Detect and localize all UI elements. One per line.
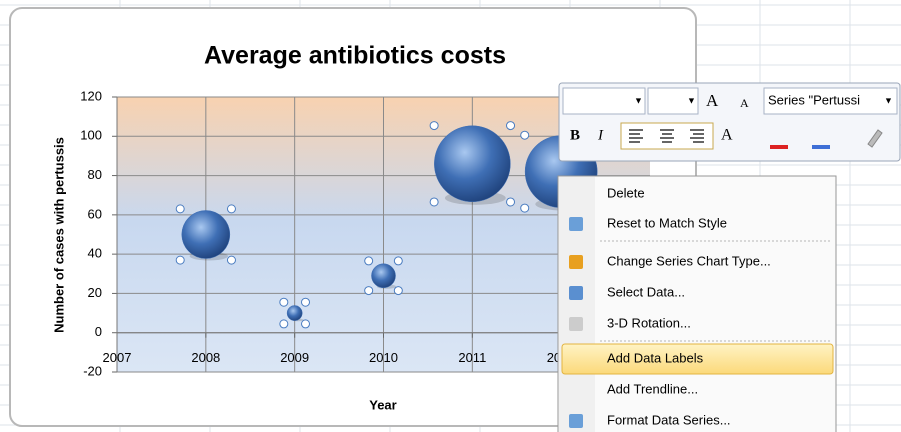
selection-handle bbox=[506, 197, 516, 207]
grow-font[interactable]: A bbox=[706, 91, 719, 110]
menu-item[interactable]: Delete bbox=[607, 185, 645, 200]
menu-icon bbox=[569, 317, 583, 331]
align-group bbox=[620, 122, 714, 150]
menu-icon bbox=[569, 286, 583, 300]
menu-icon bbox=[569, 217, 583, 231]
menu-bg bbox=[557, 175, 837, 432]
y-tick-label: 120 bbox=[80, 88, 102, 103]
y-tick-label: 40 bbox=[88, 246, 102, 261]
italic-button[interactable]: I bbox=[597, 127, 604, 143]
menu-highlight bbox=[561, 343, 834, 375]
bubble[interactable] bbox=[181, 210, 231, 259]
y-tick-label: 100 bbox=[80, 128, 102, 143]
selection-handle bbox=[301, 319, 311, 329]
line-color-swatch[interactable] bbox=[812, 145, 830, 149]
selection-handle bbox=[279, 319, 289, 329]
selection-handle bbox=[393, 256, 403, 266]
menu-item[interactable]: Add Trendline... bbox=[607, 381, 698, 396]
dropdown-arrow: ▼ bbox=[884, 95, 893, 105]
bubble[interactable] bbox=[286, 305, 303, 321]
x-axis-label: Year bbox=[369, 397, 396, 412]
series-selector[interactable] bbox=[763, 87, 898, 115]
selection-handle bbox=[301, 297, 311, 307]
selection-handle bbox=[520, 203, 530, 213]
selection-handle bbox=[175, 204, 185, 214]
fill-color-swatch[interactable] bbox=[770, 145, 788, 149]
x-tick-label: 2011 bbox=[458, 350, 486, 365]
selection-handle bbox=[429, 121, 439, 131]
menu-item[interactable]: Change Series Chart Type... bbox=[607, 253, 771, 268]
menu-item[interactable]: Reset to Match Style bbox=[607, 215, 727, 230]
menu-icon bbox=[569, 414, 583, 428]
bubble[interactable] bbox=[371, 263, 396, 289]
size-box[interactable] bbox=[647, 87, 699, 115]
selection-handle bbox=[429, 197, 439, 207]
menu-item[interactable]: Add Data Labels bbox=[607, 350, 704, 365]
bold-button[interactable]: B bbox=[570, 127, 580, 143]
bubble[interactable] bbox=[434, 125, 511, 203]
dropdown-arrow: ▼ bbox=[634, 95, 643, 105]
x-tick-label: 2009 bbox=[280, 350, 309, 365]
dropdown-arrow: ▼ bbox=[687, 95, 696, 105]
y-tick-label: 20 bbox=[88, 285, 102, 300]
y-axis-label: Number of cases with pertussis bbox=[51, 137, 66, 333]
font-color-button[interactable]: A bbox=[721, 127, 733, 144]
selection-handle bbox=[175, 255, 185, 265]
selection-handle bbox=[226, 204, 236, 214]
selection-handle bbox=[393, 286, 403, 296]
menu-item[interactable]: Select Data... bbox=[607, 284, 685, 299]
menu-icon-column bbox=[559, 177, 595, 432]
mini-toolbar: ▼ ▼ A A Series "Pertussi ▼ B I A bbox=[558, 82, 901, 162]
chart-title: Average antibiotics costs bbox=[204, 42, 506, 70]
series-selector-text: Series "Pertussi bbox=[768, 92, 860, 107]
menu-item[interactable]: Format Data Series... bbox=[607, 412, 731, 427]
y-tick-label: 0 bbox=[95, 324, 102, 339]
x-tick-label: 2008 bbox=[191, 350, 220, 365]
selection-handle bbox=[364, 256, 374, 266]
y-tick-label: 80 bbox=[88, 167, 102, 182]
selection-handle bbox=[364, 286, 374, 296]
selection-handle bbox=[506, 121, 516, 131]
y-tick-label: 60 bbox=[88, 206, 102, 221]
x-tick-label: 2010 bbox=[369, 350, 398, 365]
selection-handle bbox=[520, 130, 530, 140]
format-painter[interactable] bbox=[867, 129, 883, 148]
y-tick-label: -20 bbox=[83, 363, 102, 378]
font-box[interactable] bbox=[562, 87, 646, 115]
context-menu: Delete Reset to Match Style Change Series … bbox=[557, 175, 837, 432]
menu-item: 3-D Rotation... bbox=[607, 315, 691, 330]
menu-icon bbox=[569, 255, 583, 269]
shrink-font[interactable]: A bbox=[740, 96, 749, 110]
align-icons[interactable] bbox=[629, 129, 704, 143]
selection-handle bbox=[279, 297, 289, 307]
selection-handle bbox=[226, 255, 236, 265]
